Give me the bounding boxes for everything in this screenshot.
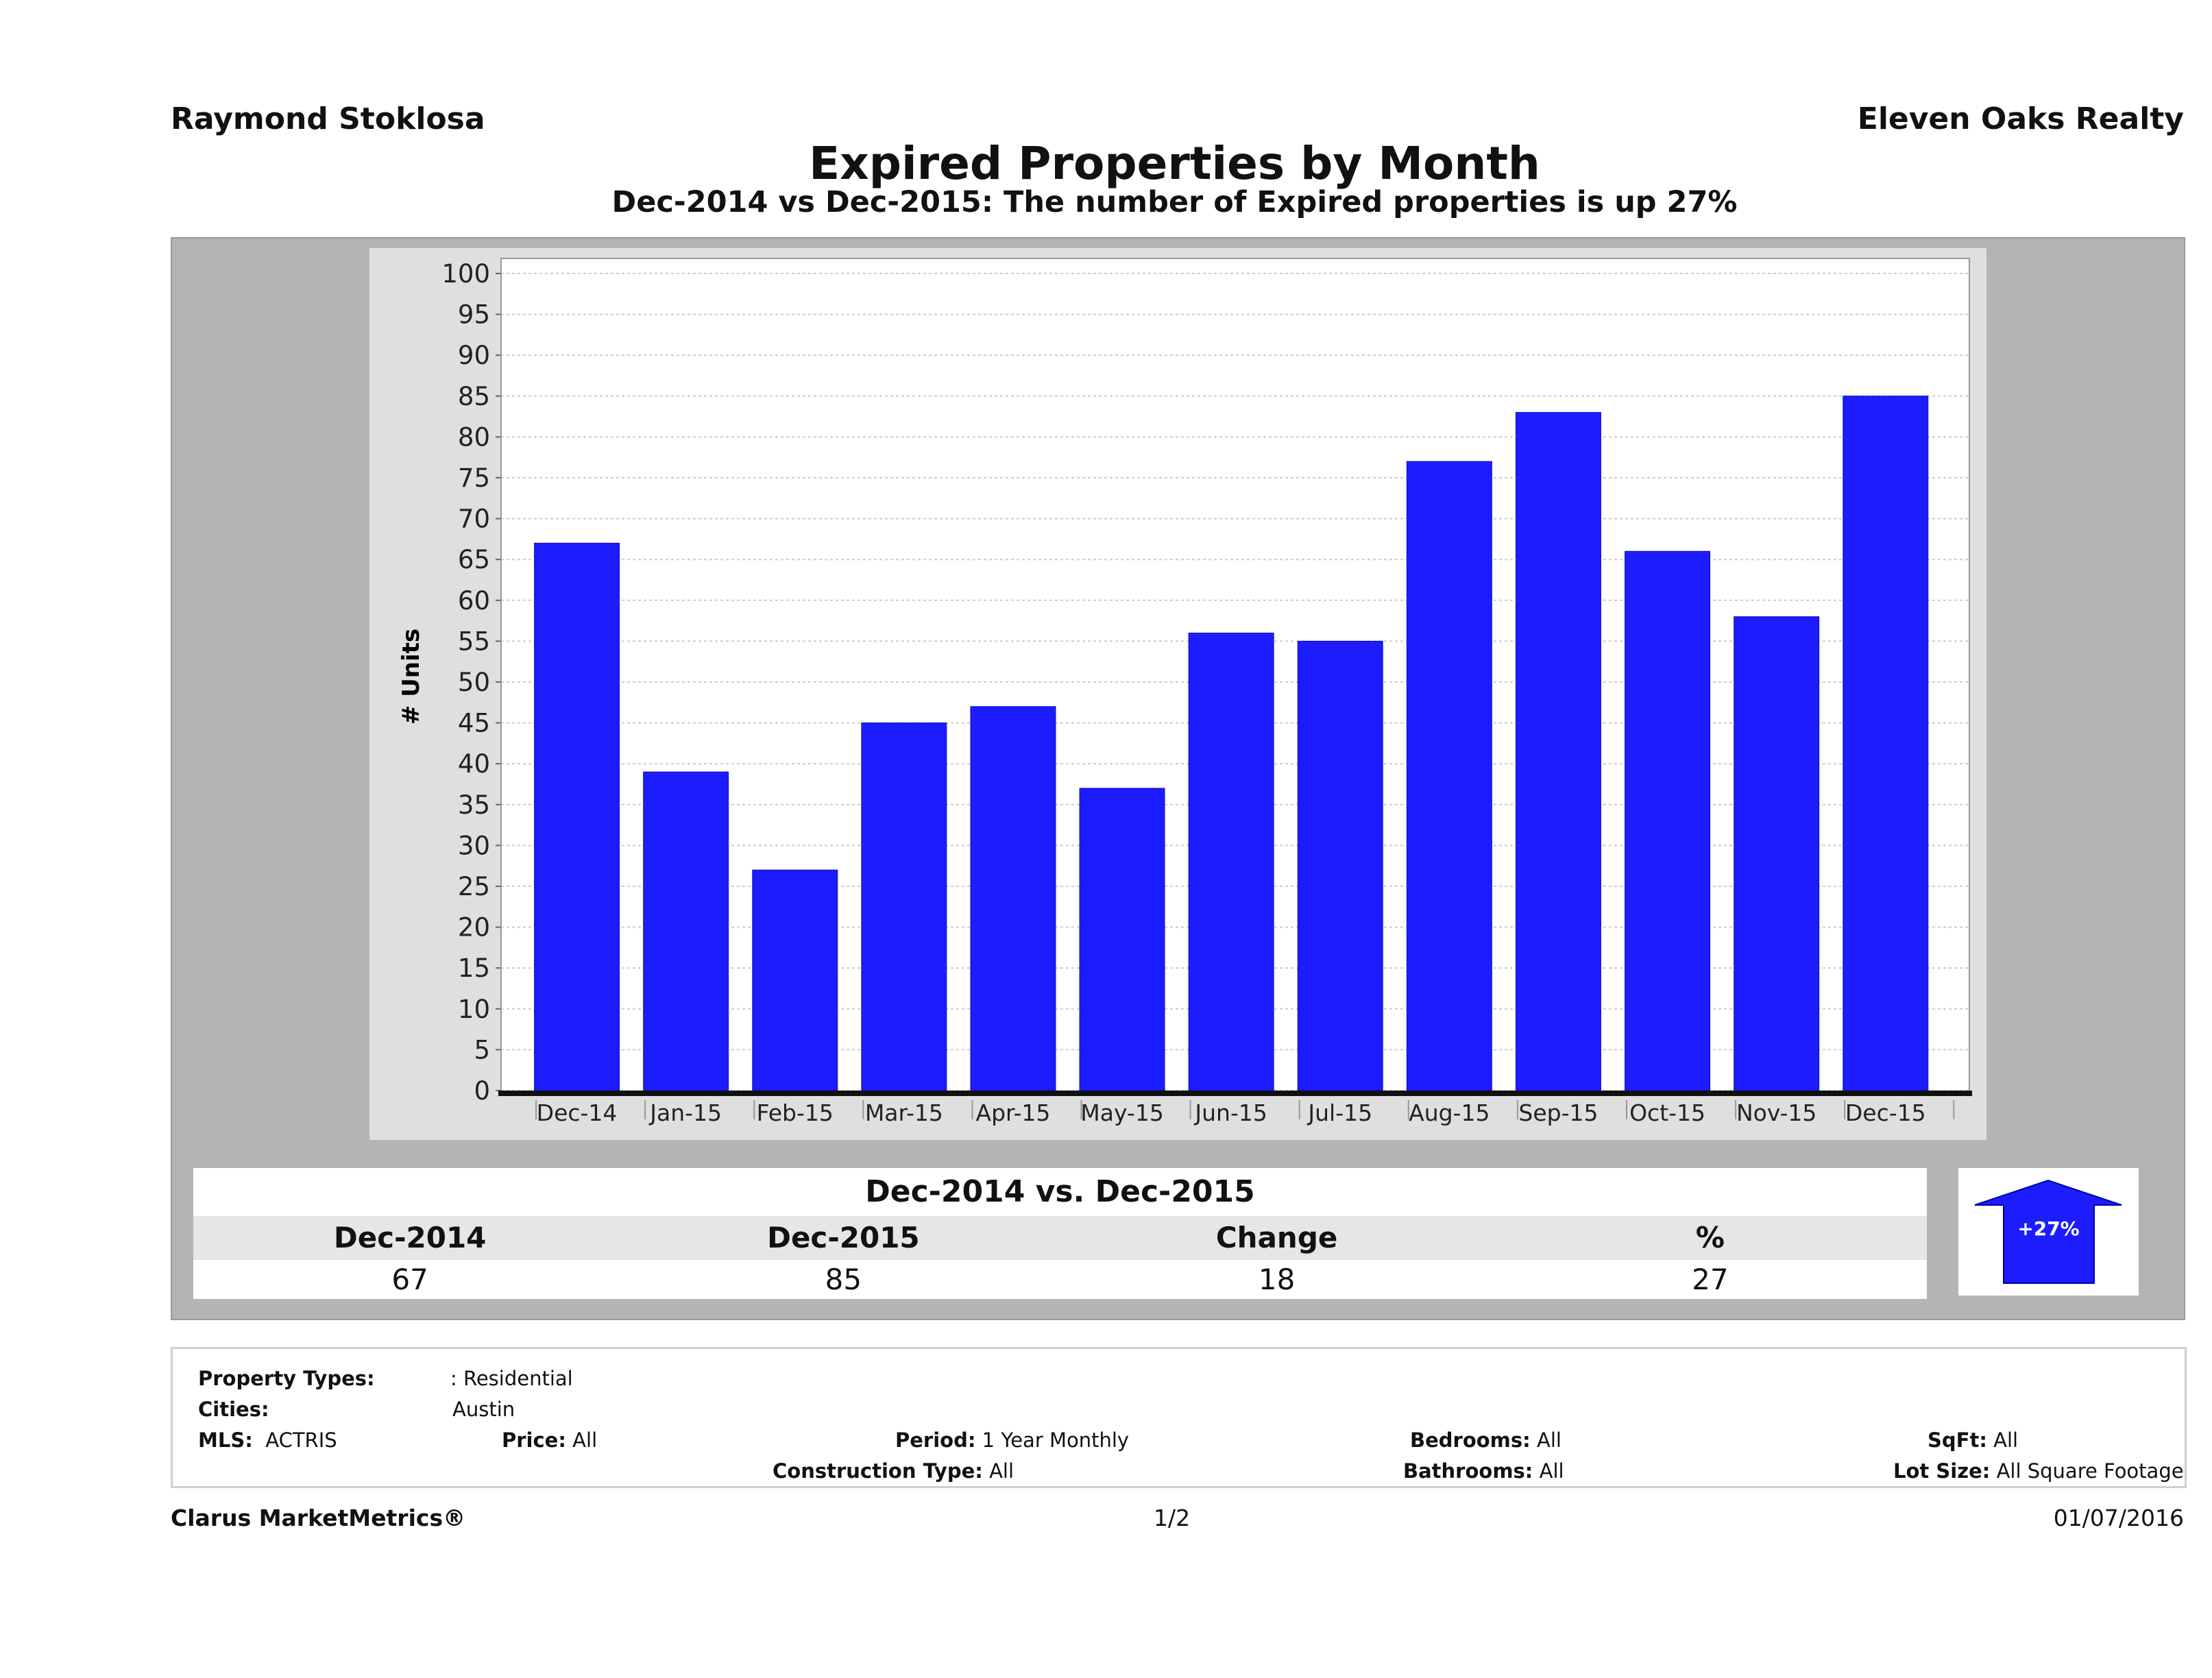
change-badge-text: +27% <box>2017 1217 2080 1240</box>
y-tick-label: 65 <box>458 545 490 574</box>
page-number: 1/2 <box>1154 1505 1191 1531</box>
x-tick-label: Feb-15 <box>757 1099 834 1126</box>
bar-apr-15 <box>970 706 1056 1091</box>
x-tick-label: Oct-15 <box>1629 1099 1705 1126</box>
property-types-label: Property Types: <box>198 1367 375 1390</box>
bar-jun-15 <box>1188 632 1274 1091</box>
x-axis-line <box>498 1091 1972 1096</box>
bar-aug-15 <box>1406 461 1492 1091</box>
chart-container: 0 5 10 15 20 25 30 35 40 45 50 55 60 65 70 75 80 85 90 95 10… <box>369 248 1986 1140</box>
y-tick-label: 0 <box>474 1076 490 1106</box>
y-tick-label: 35 <box>458 790 490 820</box>
bar-nov-15 <box>1734 616 1820 1091</box>
y-tick-label: 60 <box>458 586 490 616</box>
x-tick-label: Jan-15 <box>648 1099 722 1126</box>
comparison-header-row: Dec-2014 Dec-2015 Change % <box>193 1216 1927 1260</box>
bathrooms-value: All <box>1539 1459 1564 1483</box>
arrow-up-icon <box>1974 1179 2122 1284</box>
y-tick-label: 55 <box>458 627 490 656</box>
bar-jan-15 <box>643 771 729 1091</box>
filter-summary: Property Types: : Residential Cities: Au… <box>171 1347 2187 1488</box>
construction-label: Construction Type: <box>773 1459 983 1483</box>
y-tick-label: 80 <box>458 422 490 452</box>
sqft-label: SqFt: <box>1928 1428 1987 1452</box>
bar-mar-15 <box>861 722 947 1091</box>
construction-value: All <box>989 1459 1014 1483</box>
header-change: Change <box>1215 1221 1338 1254</box>
sqft-value: All <box>1993 1428 2019 1452</box>
mls-value: ACTRIS <box>265 1428 337 1452</box>
change-badge: +27% <box>1958 1168 2139 1296</box>
bar-dec-15 <box>1843 396 1929 1091</box>
x-tick-label: Sep-15 <box>1518 1099 1598 1126</box>
y-tick-label: 10 <box>458 995 490 1024</box>
x-tick-label: Apr-15 <box>976 1099 1051 1126</box>
y-tick-label: 5 <box>474 1035 490 1065</box>
y-tick-label: 45 <box>458 709 490 738</box>
page-subtitle: Dec-2014 vs Dec-2015: The number of Expi… <box>611 185 1738 219</box>
page-title: Expired Properties by Month <box>809 137 1540 190</box>
header-dec-2014: Dec-2014 <box>333 1221 487 1254</box>
y-tick-label: 30 <box>458 831 490 860</box>
period-label: Period: <box>895 1428 976 1452</box>
bedrooms-label: Bedrooms: <box>1410 1428 1531 1452</box>
y-tick-label: 20 <box>458 913 490 943</box>
y-tick-label: 15 <box>458 953 490 983</box>
period-value: 1 Year Monthly <box>982 1428 1130 1452</box>
x-tick-label: Aug-15 <box>1409 1099 1490 1126</box>
y-tick-label: 90 <box>458 341 490 370</box>
bar-feb-15 <box>752 869 838 1091</box>
report-date: 01/07/2016 <box>2053 1505 2184 1531</box>
cities-label: Cities: <box>198 1398 269 1421</box>
bar-dec-14 <box>534 542 620 1091</box>
value-change: 18 <box>1258 1263 1296 1296</box>
y-tick-label: 95 <box>458 300 490 330</box>
y-tick-label: 70 <box>458 504 490 534</box>
bar-jul-15 <box>1297 640 1383 1091</box>
y-tick-label: 75 <box>458 463 490 493</box>
footer-brand: Clarus MarketMetrics® <box>171 1505 466 1531</box>
x-tick-label: Jun-15 <box>1193 1099 1267 1126</box>
bedrooms-value: All <box>1536 1428 1561 1452</box>
header-dec-2015: Dec-2015 <box>767 1221 920 1254</box>
company-name: Eleven Oaks Realty <box>1857 101 2184 136</box>
value-dec-2015: 85 <box>825 1263 862 1296</box>
mls-label: MLS: <box>198 1428 253 1452</box>
y-tick-label: 100 <box>441 259 490 289</box>
bar-chart: 0 5 10 15 20 25 30 35 40 45 50 55 60 65 70 75 80 85 90 95 10… <box>398 258 1972 1126</box>
x-tick-label: Nov-15 <box>1736 1099 1816 1126</box>
price-label: Price: <box>502 1428 566 1452</box>
property-types-value: : Residential <box>450 1367 573 1390</box>
price-value: All <box>572 1428 598 1452</box>
y-axis-label: # Units <box>398 629 425 725</box>
cities-value: Austin <box>452 1398 515 1421</box>
bar-oct-15 <box>1625 550 1711 1091</box>
y-tick-label: 40 <box>458 749 490 779</box>
bathrooms-label: Bathrooms: <box>1403 1459 1533 1483</box>
x-tick-label: May-15 <box>1080 1099 1164 1126</box>
comparison-title: Dec-2014 vs. Dec-2015 <box>193 1168 1927 1216</box>
header-percent: % <box>1695 1221 1725 1254</box>
bar-may-15 <box>1079 788 1165 1091</box>
x-tick-label: Mar-15 <box>865 1099 943 1126</box>
lot-size-label: Lot Size: <box>1893 1459 1991 1483</box>
comparison-value-row: 67 85 18 27 <box>193 1260 1927 1299</box>
y-tick-label: 50 <box>458 668 490 697</box>
y-tick-label: 85 <box>458 382 490 411</box>
lot-size-value: All Square Footage <box>1996 1459 2184 1483</box>
y-tick-label: 25 <box>458 872 490 901</box>
value-dec-2014: 67 <box>391 1263 428 1296</box>
comparison-table: Dec-2014 vs. Dec-2015 Dec-2014 Dec-2015 … <box>193 1168 1927 1299</box>
agent-name: Raymond Stoklosa <box>171 101 485 136</box>
x-tick-label: Jul-15 <box>1306 1099 1372 1126</box>
x-tick-label: Dec-14 <box>537 1099 618 1126</box>
bar-sep-15 <box>1515 412 1601 1091</box>
x-tick-label: Dec-15 <box>1845 1099 1926 1126</box>
value-percent: 27 <box>1692 1263 1729 1296</box>
